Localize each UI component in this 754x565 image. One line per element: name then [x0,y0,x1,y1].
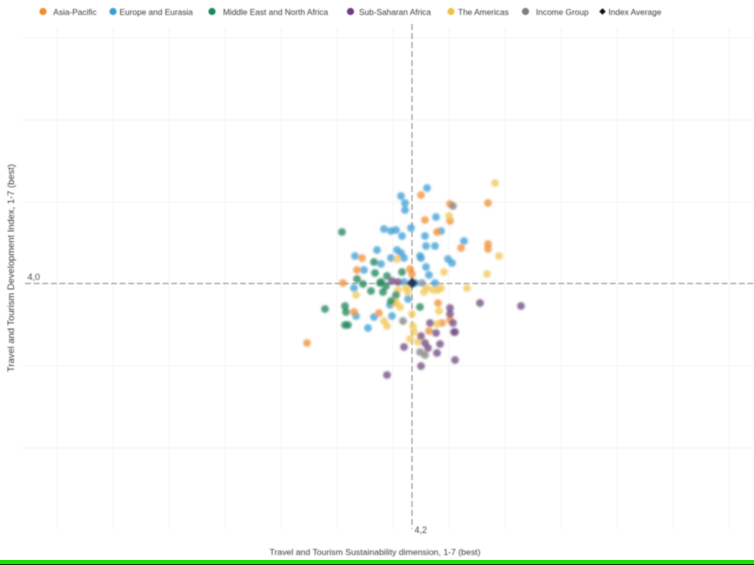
svg-text:Europe and Eurasia: Europe and Eurasia [120,7,194,17]
svg-text:Travel and Tourism Development: Travel and Tourism Development Index, 1-… [5,164,16,372]
svg-text:The Americas: The Americas [458,7,509,17]
svg-text:Travel and Tourism Sustainabil: Travel and Tourism Sustainability dimens… [269,547,480,557]
svg-text:Income Group: Income Group [536,7,589,17]
svg-text:4,2: 4,2 [415,525,428,535]
svg-text:4,0: 4,0 [28,272,41,282]
svg-text:Index Average: Index Average [609,7,662,17]
svg-text:Sub-Saharan Africa: Sub-Saharan Africa [359,7,431,17]
svg-text:Asia-Pacific: Asia-Pacific [53,7,96,17]
svg-text:Middle East and North Africa: Middle East and North Africa [223,7,329,17]
